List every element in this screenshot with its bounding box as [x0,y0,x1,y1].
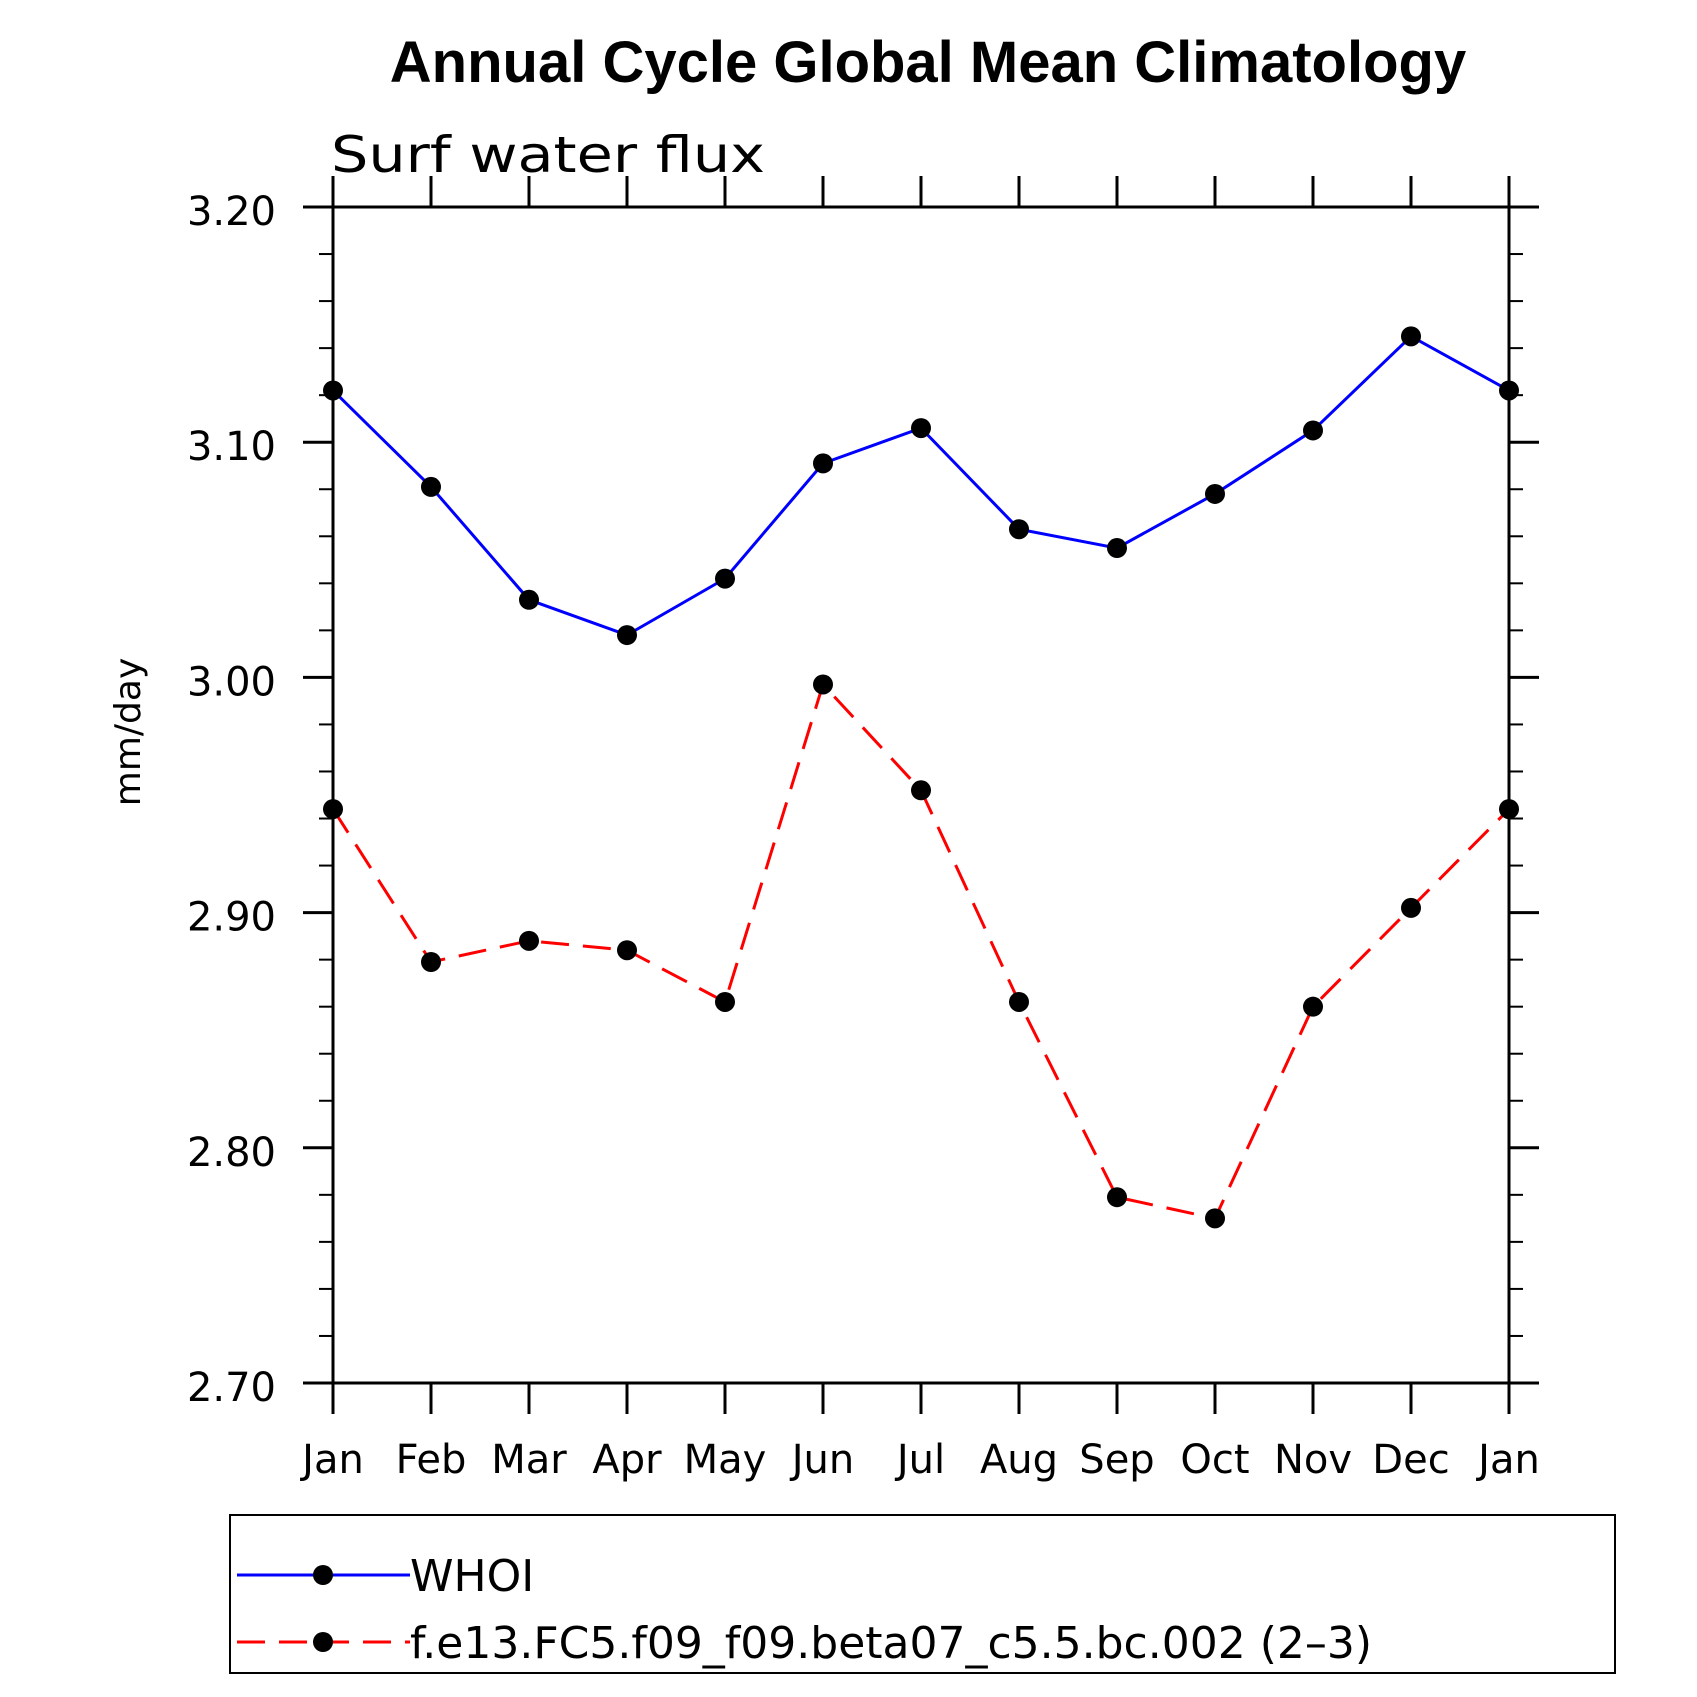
y-axis-label: mm/day [108,658,149,806]
series-1-point [617,940,637,961]
series-1-point [715,991,735,1012]
legend: WHOI f.e13.FC5.f09_f09.beta07_c5.5.bc.002… [229,1514,1616,1674]
series-0-point [715,568,735,589]
series-0-point [1499,380,1519,401]
chart-title: Annual Cycle Global Mean Climatology [390,30,1466,95]
series-1-point [1107,1187,1127,1208]
series-1-point [1205,1208,1225,1229]
x-tick-label: Oct [1180,1437,1249,1483]
series-0-point [1107,538,1127,559]
series-1-point [1401,897,1421,918]
y-tick-label: 3.00 [187,659,276,705]
y-tick-label: 3.10 [187,424,276,470]
chart-subtitle: Surf water flux [331,126,765,184]
series-1-point [911,780,931,801]
series-line-0 [331,334,1510,637]
x-tick-label: May [684,1437,767,1483]
x-tick-label: Jun [789,1437,855,1483]
series-line-1 [331,681,1511,1221]
x-tick-label: Mar [491,1437,567,1483]
series-1-point [1009,991,1029,1012]
legend-marker-0 [313,1565,333,1585]
series-0-point [911,418,931,439]
series-0-point [1009,519,1029,540]
axes: Jan Feb Mar Apr May Jun Jul Aug Sep Oct Nov Dec Jan 2… [187,176,1540,1483]
series-0-point [323,380,343,401]
y-tick-label: 2.70 [187,1365,276,1411]
legend-label-1: f.e13.FC5.f09_f09.beta07_c5.5.bc.002 (2–… [410,1618,1372,1669]
series-1-point [813,674,833,695]
series-0-point [421,476,441,497]
series-1-point [1499,799,1519,820]
x-tick-label: Aug [980,1437,1058,1483]
series-0-point [1401,326,1421,347]
x-tick-label: Feb [396,1437,467,1483]
x-tick-label: Nov [1274,1437,1352,1483]
series-1-point [519,930,539,951]
legend-label-0: WHOI [410,1551,534,1602]
series-1-point [421,951,441,972]
x-tick-label: Jul [894,1437,945,1483]
series-0-point [519,589,539,610]
x-tick-label: Jan [299,1437,364,1483]
series-1-point [323,799,343,820]
series-layer [323,326,1519,1229]
legend-marker-1 [313,1632,333,1652]
x-tick-label: Jan [1475,1437,1540,1483]
series-0-point [1205,483,1225,504]
x-tick-label: Apr [592,1437,662,1483]
x-tick-label: Sep [1079,1437,1154,1483]
y-tick-label: 3.20 [187,189,276,235]
legend-box [229,1514,1616,1674]
series-0-point [617,625,637,646]
y-tick-label: 2.80 [187,1130,276,1176]
x-tick-label: Dec [1372,1437,1449,1483]
series-0-point [813,453,833,474]
y-tick-label: 2.90 [187,895,276,941]
series-1-point [1303,996,1323,1017]
series-0-point [1303,420,1323,441]
